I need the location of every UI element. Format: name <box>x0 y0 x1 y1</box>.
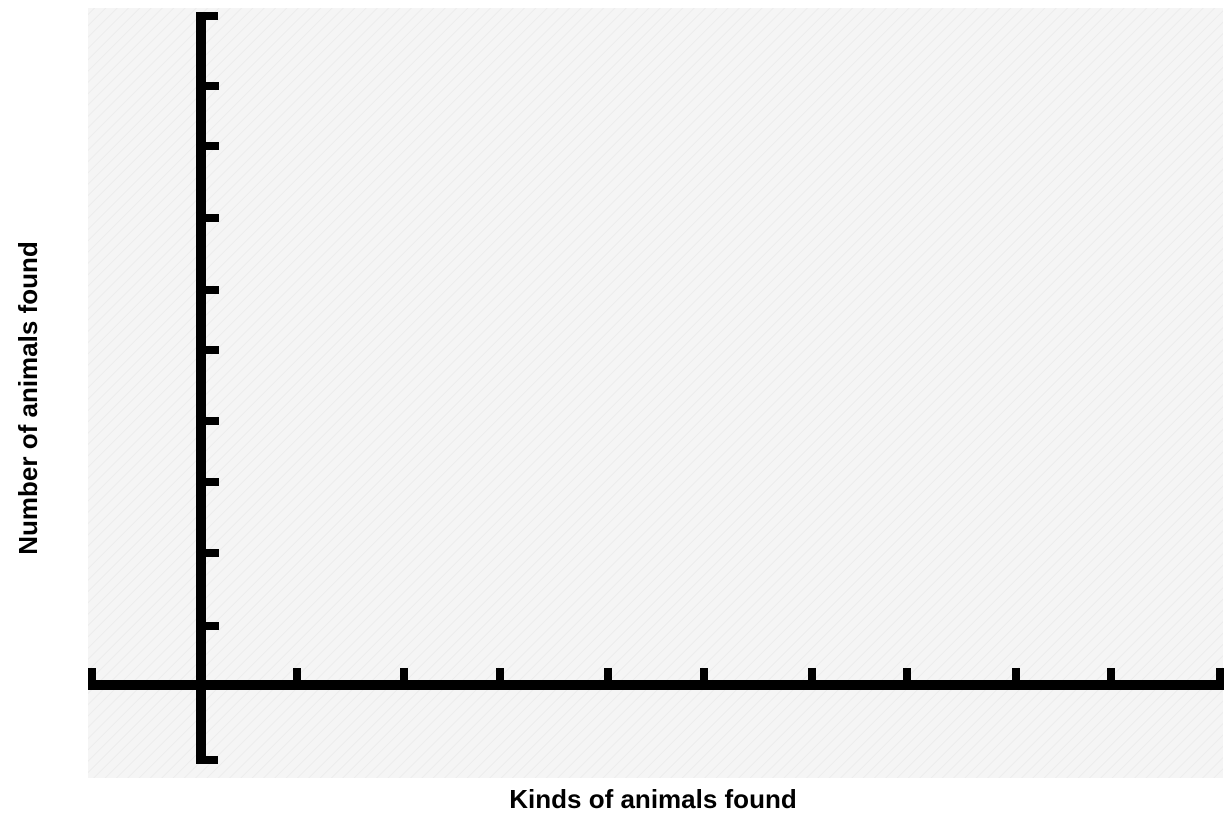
x-ticks <box>293 668 1115 680</box>
x-tick <box>1107 668 1115 680</box>
x-tick <box>1012 668 1020 680</box>
y-tick <box>206 286 219 294</box>
x-tick <box>903 668 911 680</box>
axes <box>88 12 1224 764</box>
x-axis-line <box>88 680 1224 690</box>
x-tick <box>808 668 816 680</box>
y-tick <box>206 82 219 90</box>
x-axis-label: Kinds of animals found <box>509 784 796 814</box>
y-ticks <box>206 82 219 630</box>
y-tick <box>206 346 219 354</box>
x-axis-left-cap <box>88 668 96 690</box>
y-tick <box>206 549 219 557</box>
y-axis-bottom-cap <box>196 756 218 764</box>
y-axis-label: Number of animals found <box>13 241 43 554</box>
plot-background <box>88 8 1223 778</box>
x-tick <box>293 668 301 680</box>
x-axis-right-cap <box>1216 668 1224 690</box>
y-tick <box>206 478 219 486</box>
y-axis-top-cap <box>196 12 218 20</box>
x-tick <box>604 668 612 680</box>
x-tick <box>400 668 408 680</box>
y-axis-line <box>196 12 206 764</box>
y-tick <box>206 622 219 630</box>
y-tick <box>206 214 219 222</box>
x-tick <box>496 668 504 680</box>
x-tick <box>700 668 708 680</box>
y-tick <box>206 142 219 150</box>
y-tick <box>206 417 219 425</box>
